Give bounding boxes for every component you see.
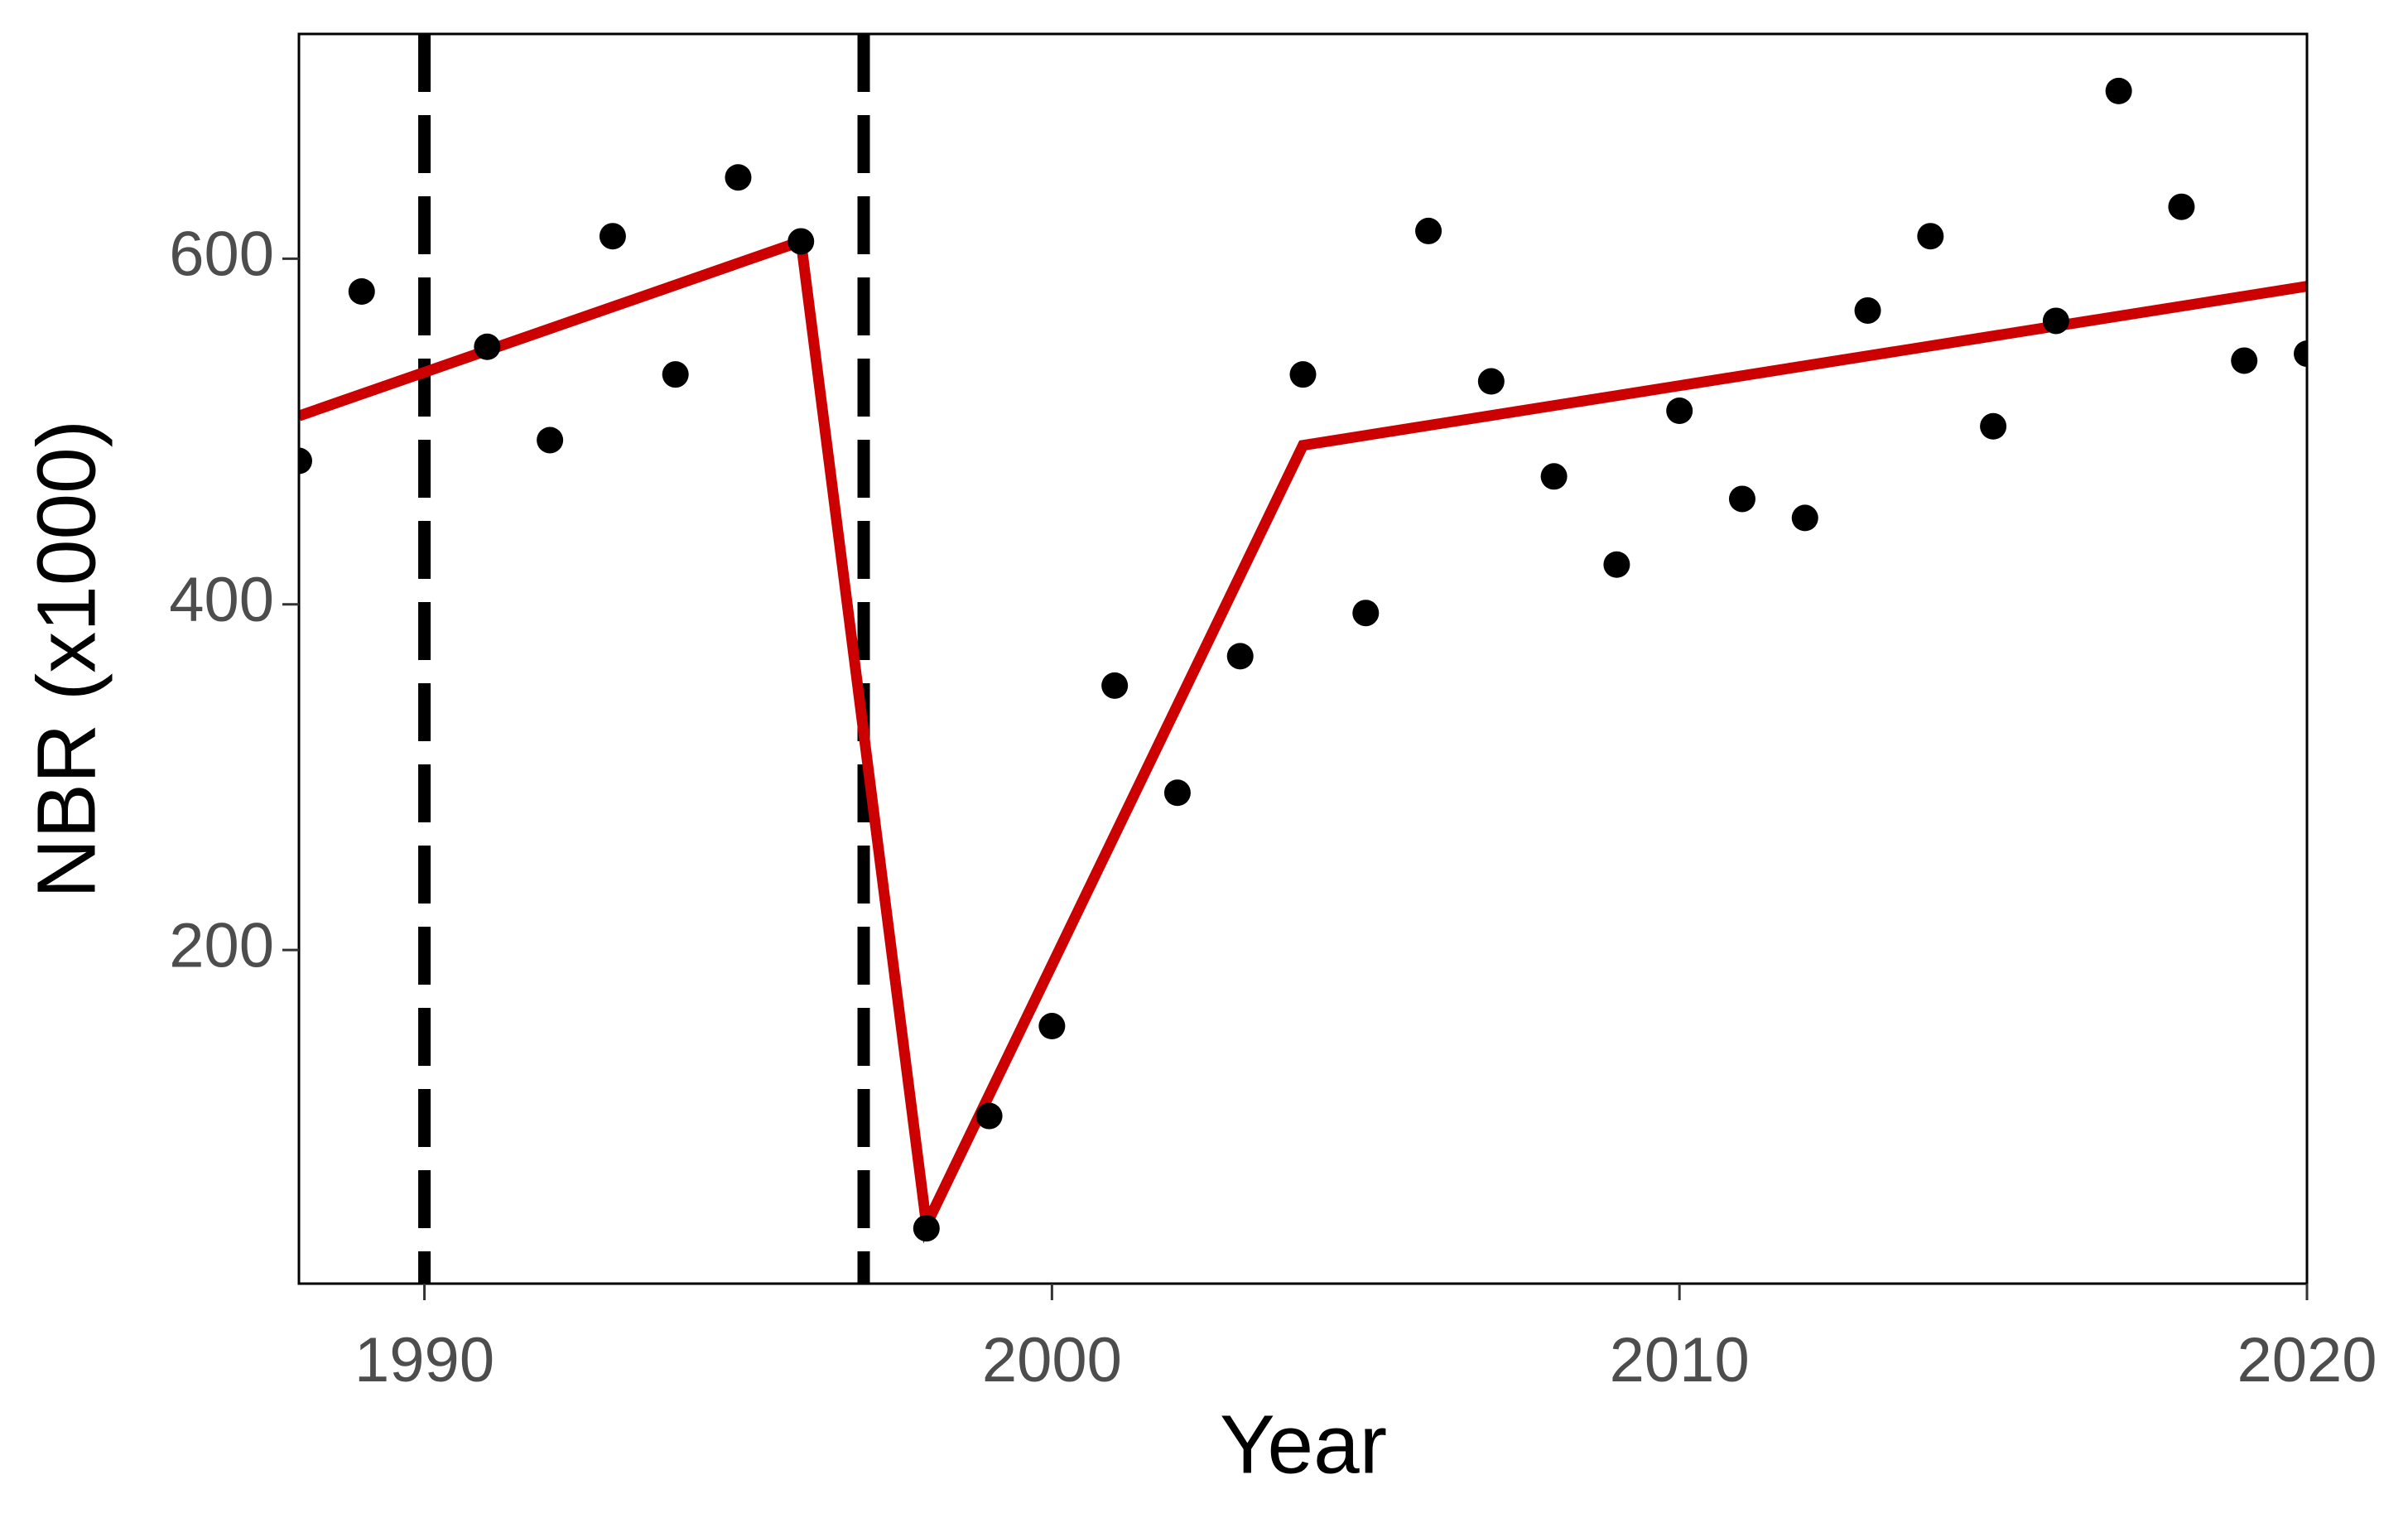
data-point xyxy=(299,447,312,475)
data-point xyxy=(975,1102,1003,1130)
data-point xyxy=(1101,672,1129,699)
data-point xyxy=(474,333,501,360)
x-tick-label: 2020 xyxy=(2237,1325,2377,1395)
data-point xyxy=(1791,504,1818,532)
data-point xyxy=(2105,77,2132,104)
plot-frame xyxy=(297,32,2309,1285)
plot-area xyxy=(299,34,2307,1284)
data-point xyxy=(2042,307,2069,335)
data-point xyxy=(537,426,564,454)
data-point xyxy=(1289,361,1317,388)
x-tick-label: 2010 xyxy=(1610,1325,1750,1395)
data-point xyxy=(1540,463,1568,490)
data-point xyxy=(1038,1013,1066,1040)
data-point xyxy=(1477,368,1505,395)
data-point xyxy=(1163,779,1191,807)
x-tick-label: 2000 xyxy=(982,1325,1122,1395)
data-point xyxy=(348,277,375,305)
data-point xyxy=(2168,193,2195,220)
data-point xyxy=(662,361,689,388)
data-point xyxy=(787,228,815,255)
x-axis-title: Year xyxy=(1220,1398,1387,1491)
data-point xyxy=(725,164,752,191)
data-point xyxy=(1603,551,1630,578)
x-tick-label: 1990 xyxy=(354,1325,494,1395)
data-point xyxy=(1352,600,1380,627)
fit-line xyxy=(299,234,2307,1244)
y-tick-label: 200 xyxy=(169,910,274,981)
data-point xyxy=(1917,223,1944,250)
data-point xyxy=(1980,412,2007,440)
y-tick-label: 400 xyxy=(169,565,274,635)
data-point xyxy=(2231,347,2258,374)
y-axis-title: NBR (x1000) xyxy=(20,420,113,899)
data-point xyxy=(1854,296,1881,324)
data-point xyxy=(913,1215,940,1242)
data-point xyxy=(599,223,626,250)
data-point xyxy=(1666,397,1693,424)
data-point xyxy=(1728,485,1755,513)
data-point xyxy=(2294,340,2307,368)
data-point xyxy=(1415,217,1442,244)
y-tick-label: 600 xyxy=(169,219,274,289)
data-point xyxy=(1226,643,1254,670)
